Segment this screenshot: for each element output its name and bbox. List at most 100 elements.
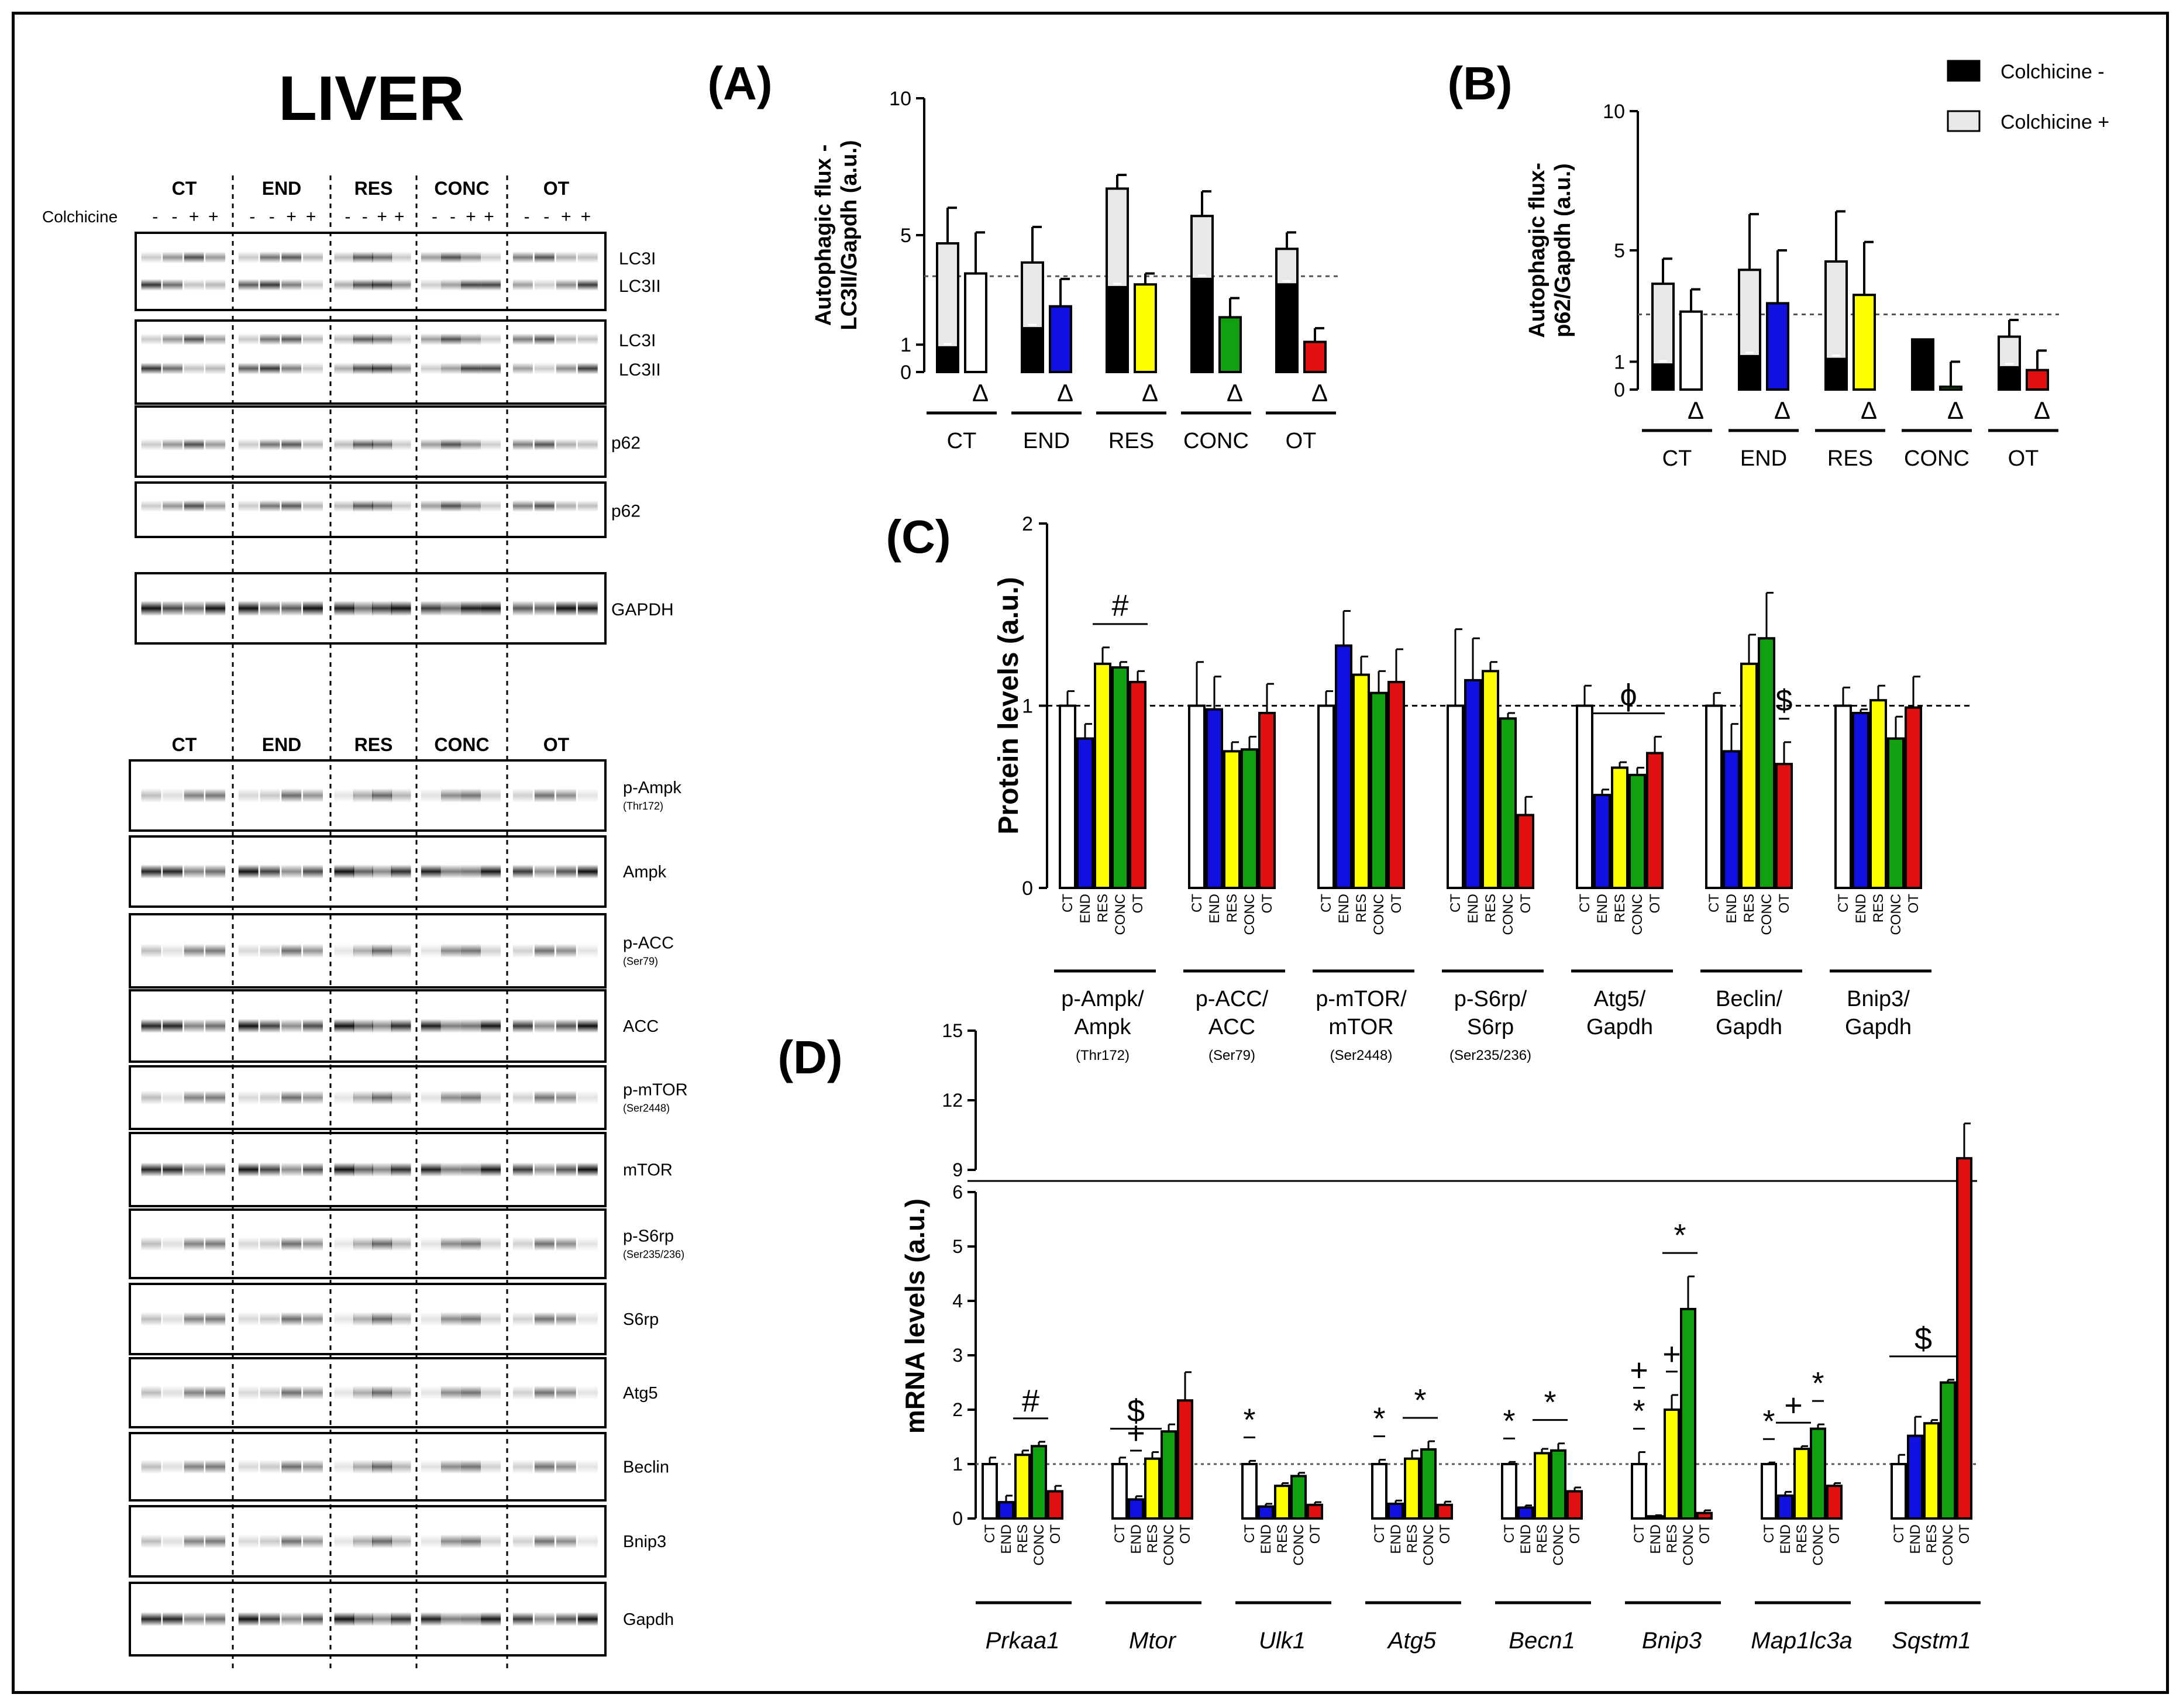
blot-band: [391, 1459, 411, 1474]
protein-bar: [1464, 679, 1482, 889]
colchicine-sign: -: [152, 207, 158, 226]
significance-symbol: *: [1414, 1383, 1426, 1418]
mrna-bar: [1891, 1463, 1907, 1520]
blot-band-sublabel: (Ser2448): [623, 1103, 670, 1114]
blot-band: [481, 1237, 501, 1251]
bar-category-label: END: [1778, 1524, 1793, 1554]
blot-band-sublabel: (Ser235/236): [623, 1249, 684, 1261]
blot-band-label: LC3I: [619, 331, 656, 350]
bar-category-label: RES: [1612, 894, 1628, 922]
blot-band: [440, 1090, 461, 1105]
group-label: CT: [947, 429, 977, 453]
blot-band: [353, 865, 373, 879]
blot-band: [302, 1612, 323, 1626]
group-label: CT: [1662, 446, 1692, 471]
blot-band: [556, 1019, 576, 1033]
blot-group-label-bottom: CONC: [434, 734, 489, 755]
blot-band: [556, 1162, 576, 1177]
blot-band: [205, 252, 226, 263]
delta-bar: [1049, 305, 1072, 373]
blot-band: [440, 363, 461, 374]
blot-band: [141, 500, 161, 512]
colchicine-minus-bar: [1021, 327, 1044, 373]
bar-category-label: CT: [1502, 1524, 1517, 1543]
bar-category-label: CT: [1242, 1524, 1258, 1543]
blot-band: [281, 439, 302, 450]
protein-bar: [1628, 773, 1646, 889]
bar-category-label: CONC: [1810, 1524, 1826, 1566]
significance-symbol: *: [1812, 1366, 1824, 1401]
group-label-sub: (Ser235/236): [1449, 1048, 1531, 1063]
blot-band: [205, 500, 226, 512]
blot-band: [238, 1459, 259, 1474]
blot-band: [141, 252, 161, 263]
colchicine-minus-bar: [1738, 354, 1761, 391]
blot-band: [302, 1019, 323, 1033]
blot-band: [421, 943, 441, 958]
y-tick-label: 1: [900, 334, 911, 356]
blot-group-label-top: RES: [354, 178, 393, 199]
blot-band: [281, 1162, 302, 1177]
bar-category-label: END: [1388, 1524, 1404, 1554]
blot-band: [302, 943, 323, 958]
y-tick-label: 0: [1614, 379, 1625, 401]
y-axis-label: Protein levels (a.u.): [993, 577, 1024, 834]
blot-band: [372, 363, 392, 374]
protein-bar: [1852, 711, 1869, 889]
y-tick-label: 5: [952, 1236, 963, 1257]
mrna-bar: [1907, 1434, 1923, 1520]
mrna-bar: [1144, 1457, 1161, 1520]
blot-band: [577, 788, 598, 803]
blot-band: [440, 943, 461, 958]
blot-band: [238, 1019, 259, 1033]
significance-symbol: $: [1127, 1394, 1145, 1429]
significance-symbol: *: [1633, 1394, 1645, 1429]
delta-symbol: Δ: [1947, 397, 1964, 424]
blot-band: [163, 252, 183, 263]
blot-band: [163, 788, 183, 803]
blot-band: [577, 865, 598, 879]
blot-band: [556, 439, 576, 450]
protein-bar: [1905, 706, 1922, 889]
significance-symbol: ϕ: [1620, 678, 1637, 712]
bar-category-label: CT: [1372, 1524, 1387, 1543]
mrna-bar: [1647, 1515, 1664, 1520]
y-tick-label: 1: [1614, 351, 1625, 373]
mrna-bar: [1940, 1381, 1956, 1520]
blot-band: [577, 363, 598, 374]
blot-band: [302, 363, 323, 374]
colchicine-minus-bar: [1824, 357, 1848, 391]
colchicine-sign: +: [208, 207, 219, 226]
blot-band: [421, 1090, 441, 1105]
blot-band: [260, 1019, 280, 1033]
bar-category-label: CONC: [1242, 894, 1258, 935]
gene-label: Ulk1: [1259, 1628, 1306, 1654]
blot-band: [440, 1237, 461, 1251]
blot-band: [281, 865, 302, 879]
blot-band: [141, 1237, 161, 1251]
blot-band: [372, 439, 392, 450]
protein-bar: [1241, 748, 1258, 890]
protein-bar: [1887, 737, 1905, 889]
blot-band: [163, 439, 183, 450]
chart-b: (B) 0 1 5 10 Autophagic flux-p62/Gapdh (a.u.)…: [1447, 57, 2109, 471]
blot-band: [238, 439, 259, 450]
blot-band: [481, 1312, 501, 1326]
bar-category-label: END: [1907, 1524, 1923, 1554]
gene-label: Atg5: [1387, 1628, 1437, 1654]
group-label-line1: p-S6rp/: [1454, 987, 1527, 1011]
bar-category-label: OT: [1647, 894, 1663, 914]
blot-band: [512, 1612, 533, 1626]
blot-band: [281, 1090, 302, 1105]
blot-band: [556, 788, 576, 803]
blot-band: [556, 1237, 576, 1251]
bar-category-label: RES: [1404, 1524, 1420, 1553]
blot-band: [334, 279, 354, 291]
blot-band: [440, 252, 461, 263]
bar-category-label: END: [1258, 1524, 1274, 1554]
blot-band-label: Atg5: [623, 1384, 658, 1403]
group-label: END: [1023, 429, 1070, 453]
mrna-bar: [1161, 1430, 1177, 1520]
blot-band: [556, 1612, 576, 1626]
blot-band: [534, 1019, 555, 1033]
